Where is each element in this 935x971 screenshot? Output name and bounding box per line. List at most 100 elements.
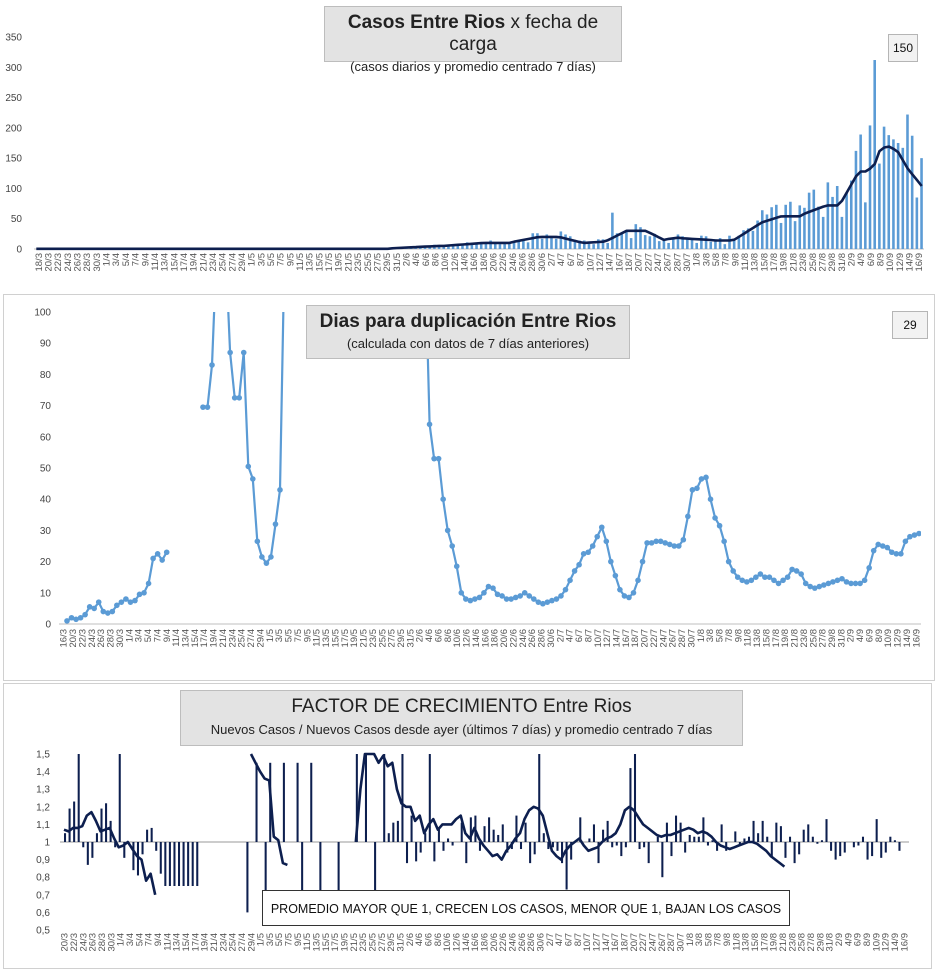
cases-bar bbox=[653, 233, 656, 249]
doubling-point bbox=[598, 524, 605, 531]
doubling-x-tick-label: 15/8 bbox=[761, 629, 772, 648]
cases-x-tick-label: 5/4 bbox=[121, 253, 132, 266]
growth-bar bbox=[615, 842, 618, 846]
doubling-point bbox=[521, 590, 528, 596]
doubling-point bbox=[608, 558, 614, 565]
growth-x-tick-label: 19/4 bbox=[200, 933, 211, 952]
doubling-point bbox=[277, 487, 283, 493]
cases-bar bbox=[470, 244, 474, 249]
growth-bar bbox=[519, 842, 523, 850]
cases-x-tick-label: 9/8 bbox=[730, 253, 741, 266]
growth-x-tick-label: 24/7 bbox=[647, 933, 658, 952]
doubling-point bbox=[200, 404, 206, 410]
doubling-y-tick-label: 0 bbox=[45, 620, 51, 631]
cases-bar bbox=[906, 114, 909, 249]
growth-x-tick-label: 18/7 bbox=[619, 933, 630, 952]
growth-x-tick-label: 16/7 bbox=[610, 933, 621, 952]
cases-bar bbox=[793, 221, 797, 249]
doubling-x-tick-label: 9/4 bbox=[162, 629, 173, 642]
doubling-x-tick-label: 7/5 bbox=[293, 629, 304, 642]
cases-bar bbox=[498, 244, 502, 249]
growth-bar bbox=[720, 824, 723, 842]
doubling-line bbox=[66, 551, 168, 622]
growth-bar bbox=[191, 842, 194, 886]
growth-x-tick-label: 14/6 bbox=[461, 933, 472, 952]
doubling-point bbox=[852, 580, 859, 587]
cases-x-tick-label: 10/6 bbox=[440, 253, 451, 272]
doubling-x-tick-label: 12/6 bbox=[462, 629, 473, 648]
doubling-point bbox=[209, 362, 215, 368]
growth-bar bbox=[633, 754, 637, 842]
growth-x-tick-label: 7/5 bbox=[284, 933, 295, 946]
growth-x-tick-label: 9/5 bbox=[293, 933, 304, 946]
growth-x-tick-label: 13/8 bbox=[741, 933, 752, 952]
growth-x-tick-label: 25/4 bbox=[228, 933, 239, 952]
doubling-x-tick-label: 28/7 bbox=[677, 629, 688, 648]
growth-y-tick-label: 1,1 bbox=[36, 820, 50, 831]
growth-chart-svg: 0,50,60,70,80,911,11,21,31,41,520/322/32… bbox=[36, 750, 910, 952]
doubling-point bbox=[621, 593, 628, 599]
growth-bar bbox=[337, 842, 340, 895]
growth-bar bbox=[592, 824, 595, 842]
growth-bar bbox=[611, 842, 614, 848]
growth-x-tick-label: 19/8 bbox=[769, 933, 780, 952]
cases-x-tick-label: 25/5 bbox=[363, 253, 374, 272]
cases-y-tick-label: 100 bbox=[5, 184, 22, 195]
cases-bar bbox=[784, 204, 787, 249]
doubling-point bbox=[259, 554, 265, 560]
doubling-x-tick-label: 24/7 bbox=[658, 629, 669, 648]
growth-bar bbox=[556, 842, 559, 851]
growth-x-tick-label: 2/9 bbox=[834, 933, 845, 946]
doubling-x-tick-label: 29/4 bbox=[255, 629, 266, 648]
cases-y-tick-label: 0 bbox=[16, 245, 22, 256]
growth-x-tick-label: 2/6 bbox=[405, 933, 416, 946]
growth-x-tick-label: 29/5 bbox=[386, 933, 397, 952]
growth-bar bbox=[424, 833, 427, 842]
growth-bar bbox=[624, 842, 627, 848]
cases-x-tick-label: 22/6 bbox=[498, 253, 509, 272]
cases-x-tick-label: 7/4 bbox=[131, 253, 142, 266]
growth-x-tick-label: 5/4 bbox=[134, 933, 145, 946]
doubling-point bbox=[694, 485, 700, 492]
doubling-y-tick-label: 80 bbox=[40, 370, 52, 381]
growth-x-tick-label: 22/3 bbox=[69, 933, 80, 952]
cases-x-tick-label: 11/5 bbox=[295, 253, 306, 271]
doubling-point bbox=[766, 574, 773, 580]
doubling-point bbox=[236, 395, 243, 401]
doubling-x-tick-label: 9/8 bbox=[733, 629, 744, 642]
doubling-point bbox=[132, 597, 138, 604]
cases-x-tick-label: 13/8 bbox=[750, 253, 761, 272]
doubling-point bbox=[635, 577, 641, 584]
cases-bar bbox=[732, 239, 736, 249]
growth-x-tick-label: 31/5 bbox=[396, 933, 407, 952]
cases-bar bbox=[714, 239, 717, 249]
doubling-point bbox=[68, 614, 75, 621]
growth-bar bbox=[761, 820, 764, 842]
doubling-x-tick-label: 23/4 bbox=[227, 629, 238, 648]
growth-bar bbox=[374, 842, 377, 895]
cases-bar bbox=[868, 125, 872, 249]
growth-bar bbox=[483, 826, 486, 842]
growth-bar bbox=[387, 833, 390, 842]
doubling-point bbox=[739, 577, 746, 584]
cases-x-tick-label: 21/4 bbox=[198, 253, 209, 272]
growth-y-tick-label: 1,5 bbox=[36, 750, 50, 761]
doubling-point bbox=[825, 580, 832, 587]
growth-x-tick-label: 17/4 bbox=[190, 933, 201, 952]
doubling-x-tick-label: 4/6 bbox=[424, 629, 435, 642]
doubling-point bbox=[231, 395, 238, 401]
cases-bar bbox=[779, 222, 783, 249]
doubling-x-tick-label: 3/4 bbox=[134, 629, 145, 642]
growth-bar bbox=[875, 819, 878, 842]
growth-bar bbox=[702, 817, 705, 842]
cases-bar bbox=[597, 239, 600, 249]
cases-bar bbox=[493, 243, 497, 249]
growth-bar bbox=[419, 842, 422, 853]
doubling-point bbox=[250, 476, 256, 482]
growth-y-tick-label: 0,8 bbox=[36, 873, 50, 884]
doubling-point bbox=[490, 585, 496, 591]
growth-bar bbox=[561, 842, 564, 864]
doubling-point bbox=[526, 593, 533, 599]
doubling-point bbox=[707, 496, 714, 502]
growth-bar bbox=[693, 836, 696, 842]
